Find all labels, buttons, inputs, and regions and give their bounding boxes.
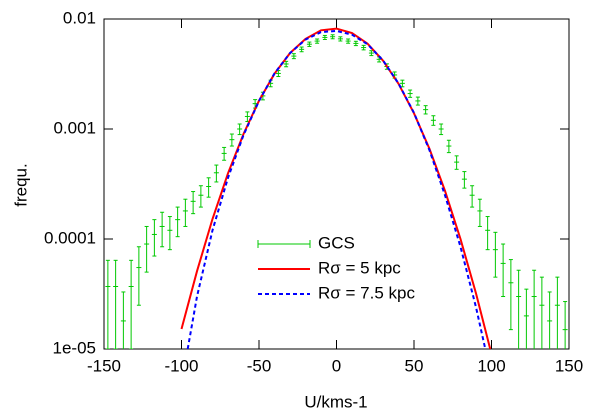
x-tick-label: -100 [164, 356, 198, 375]
model-curve [186, 29, 487, 349]
legend-label: Rσ = 7.5 kpc [318, 283, 415, 302]
y-tick-label: 0.0001 [44, 228, 96, 247]
x-tick-label: -150 [87, 356, 121, 375]
model-curve [180, 27, 492, 349]
legend-label: Rσ = 5 kpc [318, 258, 401, 277]
legend-label: GCS [318, 233, 355, 252]
x-tick-label: 0 [332, 356, 341, 375]
plot-frame [103, 18, 570, 350]
y-axis-label: frequ. [11, 163, 30, 206]
y-tick-label: 0.001 [53, 118, 96, 137]
y-tick-label: 0.01 [63, 8, 96, 27]
x-tick-label: 100 [477, 356, 505, 375]
x-tick-label: 50 [405, 356, 424, 375]
x-axis-label: U/kms-1 [304, 392, 367, 411]
y-tick-label: 1e-05 [53, 338, 96, 357]
x-tick-label: -50 [247, 356, 272, 375]
plot-area [105, 27, 568, 349]
x-tick-label: 150 [555, 356, 583, 375]
